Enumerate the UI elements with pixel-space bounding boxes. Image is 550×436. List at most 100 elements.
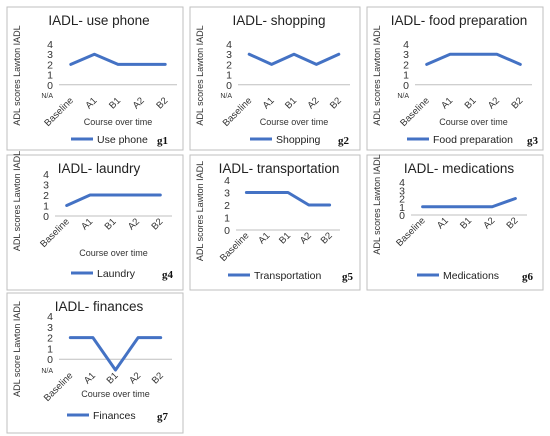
- data-point: [468, 206, 470, 208]
- legend-label: Food preparation: [433, 134, 513, 146]
- y-tick-label: 3: [224, 188, 230, 200]
- chart-title: IADL- food preparation: [391, 13, 528, 28]
- data-point: [70, 63, 72, 65]
- y-tick-label: 0: [43, 211, 49, 223]
- data-point: [422, 206, 424, 208]
- y-axis-label: ADL scores Lawton IADL: [12, 151, 22, 251]
- y-tick-label: 4: [47, 39, 53, 51]
- y-tick-label: 1: [43, 201, 49, 213]
- y-tick-label: 3: [43, 180, 49, 192]
- data-point: [159, 194, 161, 196]
- y-tick-label: 2: [47, 59, 53, 71]
- panel-border: [189, 6, 361, 151]
- panel-id-label: g3: [527, 135, 539, 147]
- data-point: [92, 337, 94, 339]
- chart-title: IADL- shopping: [232, 13, 325, 28]
- y-tick-label: 0: [403, 80, 409, 92]
- panel-id-label: g5: [342, 271, 354, 283]
- x-axis-label: Course over time: [84, 117, 153, 127]
- legend-label: Laundry: [97, 268, 136, 280]
- y-tick-label: 2: [224, 200, 230, 212]
- y-tick-label: 4: [43, 169, 49, 181]
- legend-label: Finances: [93, 410, 136, 422]
- data-point: [136, 194, 138, 196]
- y-tick-label: 0: [47, 354, 53, 366]
- y-tick-label: 3: [403, 49, 409, 61]
- y-tick-label: 1: [399, 202, 405, 214]
- y-tick-label: N/A: [220, 93, 232, 100]
- y-tick-label: 4: [403, 39, 409, 51]
- y-tick-label: 1: [226, 70, 232, 82]
- y-tick-label: 0: [224, 225, 230, 237]
- chart-title: IADL- use phone: [48, 13, 149, 28]
- legend-label: Medications: [443, 270, 499, 282]
- data-point: [266, 192, 268, 193]
- x-axis-label: Course over time: [81, 389, 150, 399]
- chart-title: IADL- finances: [55, 299, 144, 314]
- data-point: [287, 192, 289, 193]
- y-tick-label: 4: [224, 175, 230, 187]
- y-tick-label: 1: [224, 213, 230, 225]
- y-tick-label: 3: [47, 49, 53, 61]
- y-tick-label: 4: [47, 311, 53, 323]
- panel-border: [6, 292, 184, 434]
- chart-title: IADL- laundry: [58, 161, 141, 176]
- x-axis-label: Course over time: [439, 117, 508, 127]
- legend-label: Shopping: [276, 134, 321, 146]
- panel-id-label: g4: [162, 269, 174, 281]
- y-axis-label: ADL score Lawton IADL: [12, 301, 22, 397]
- data-point: [308, 204, 310, 206]
- panel-id-label: g2: [338, 135, 350, 147]
- data-point: [66, 205, 68, 206]
- y-tick-label: 3: [399, 185, 405, 197]
- data-point: [473, 53, 474, 55]
- data-point: [491, 206, 493, 208]
- data-point: [113, 194, 114, 196]
- data-point: [115, 369, 116, 371]
- y-tick-label: 1: [47, 343, 53, 355]
- data-point: [449, 53, 451, 55]
- y-tick-label: 1: [403, 70, 409, 82]
- data-point: [89, 194, 91, 196]
- x-axis-label: Course over time: [260, 117, 329, 127]
- panel-border: [366, 154, 544, 291]
- data-point: [248, 53, 250, 55]
- chart-title: IADL- medications: [404, 161, 515, 176]
- y-tick-label: 2: [43, 190, 49, 202]
- panel-id-label: g7: [157, 411, 169, 423]
- y-tick-label: 1: [47, 70, 53, 82]
- data-point: [496, 53, 498, 55]
- y-axis-label: ADL scores Lawton IADL: [372, 25, 382, 125]
- data-point: [338, 53, 340, 55]
- data-point: [137, 337, 139, 339]
- panel-border: [366, 6, 544, 151]
- data-point: [514, 198, 516, 199]
- y-tick-label: N/A: [397, 93, 409, 100]
- data-point: [141, 63, 143, 65]
- x-axis-label: Course over time: [79, 248, 148, 258]
- panel-border: [6, 154, 184, 291]
- y-tick-label: 3: [47, 322, 53, 334]
- panel-border: [189, 154, 361, 291]
- panel-id-label: g1: [157, 135, 168, 147]
- data-point: [329, 204, 331, 206]
- y-tick-label: 4: [399, 177, 405, 189]
- y-axis-label: ADL scores Lawton IADL: [372, 154, 382, 254]
- data-point: [445, 206, 447, 208]
- data-point: [93, 53, 95, 55]
- data-point: [293, 53, 295, 55]
- data-point: [69, 337, 71, 339]
- y-tick-label: 2: [403, 59, 409, 71]
- y-tick-label: N/A: [41, 93, 53, 100]
- y-axis-label: ADL scores Lawton IADL: [12, 25, 22, 125]
- y-tick-label: 0: [226, 80, 232, 92]
- y-tick-label: 4: [226, 39, 232, 51]
